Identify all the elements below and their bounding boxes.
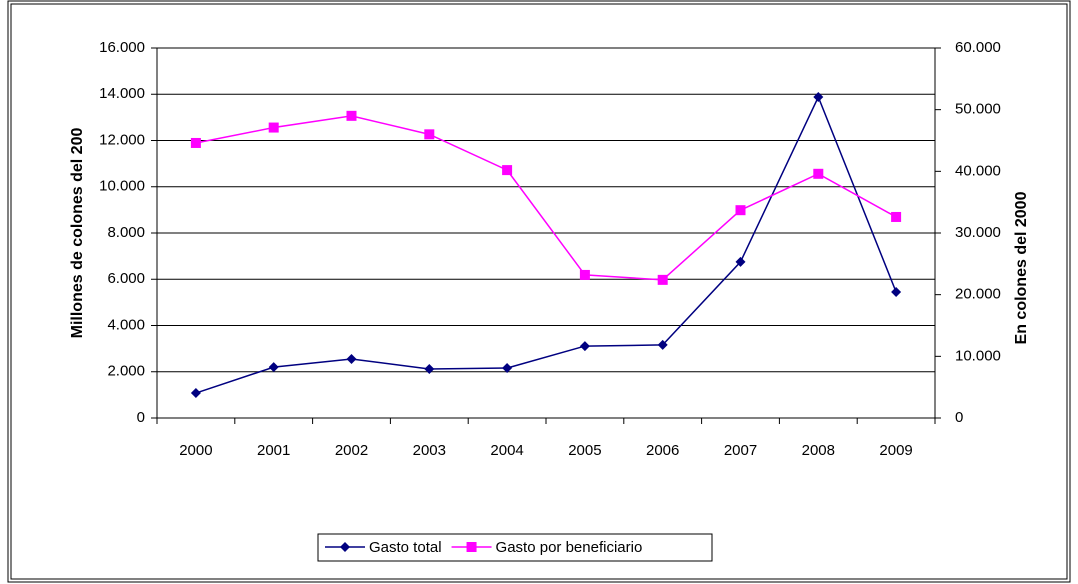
data-point	[579, 341, 590, 352]
y2-tick-label: 20.000	[955, 286, 1001, 303]
data-point	[190, 137, 201, 148]
y-tick-label: 16.000	[99, 39, 145, 56]
y-tick-label: 6.000	[107, 270, 145, 287]
inner-border	[10, 3, 1068, 580]
legend-marker	[466, 542, 477, 552]
y2-tick-label: 40.000	[955, 162, 1001, 179]
x-tick-label: 2005	[568, 442, 601, 459]
data-point	[346, 110, 357, 121]
data-point	[813, 92, 824, 103]
y2-tick-label: 60.000	[955, 39, 1001, 56]
x-tick-label: 2004	[490, 442, 523, 459]
x-tick-label: 2009	[879, 442, 912, 459]
data-point	[502, 363, 513, 374]
data-point	[346, 354, 357, 365]
series-line	[195, 115, 897, 281]
data-point	[424, 129, 435, 140]
data-point	[735, 256, 746, 267]
data-point	[891, 211, 902, 222]
x-tick-label: 2008	[802, 442, 835, 459]
legend-box	[317, 533, 713, 562]
y-tick-label: 8.000	[107, 224, 145, 241]
x-tick-label: 2007	[724, 442, 757, 459]
data-point	[268, 362, 279, 373]
y-tick-label: 4.000	[107, 316, 145, 333]
y2-axis-title: En colones del 2000	[1013, 191, 1030, 344]
series-line	[195, 95, 897, 394]
data-point	[891, 286, 902, 297]
legend-label: Gasto total	[369, 539, 442, 556]
data-point	[268, 122, 279, 133]
data-point	[657, 274, 668, 285]
y-tick-label: 0	[137, 409, 145, 426]
y-tick-label: 10.000	[99, 178, 145, 195]
legend-marker	[340, 542, 350, 552]
y2-tick-label: 30.000	[955, 224, 1001, 241]
x-tick-label: 2002	[335, 442, 368, 459]
x-tick-label: 2001	[257, 442, 290, 459]
data-point	[579, 269, 590, 280]
y-tick-label: 14.000	[99, 85, 145, 102]
data-point	[735, 205, 746, 216]
y2-tick-label: 50.000	[955, 101, 1001, 118]
data-point	[502, 165, 513, 176]
x-tick-label: 2006	[646, 442, 679, 459]
y-tick-label: 2.000	[107, 363, 145, 380]
x-tick-label: 2000	[179, 442, 212, 459]
data-point	[657, 339, 668, 350]
outer-border	[7, 0, 1071, 583]
data-point	[190, 388, 201, 399]
data-point	[813, 168, 824, 179]
y-tick-label: 12.000	[99, 131, 145, 148]
y2-tick-label: 0	[955, 409, 963, 426]
data-point	[424, 363, 435, 374]
legend-label: Gasto por beneficiario	[496, 539, 643, 556]
y2-tick-label: 10.000	[955, 347, 1001, 364]
y-axis-title: Millones de colones del 200	[69, 128, 86, 339]
x-tick-label: 2003	[413, 442, 446, 459]
